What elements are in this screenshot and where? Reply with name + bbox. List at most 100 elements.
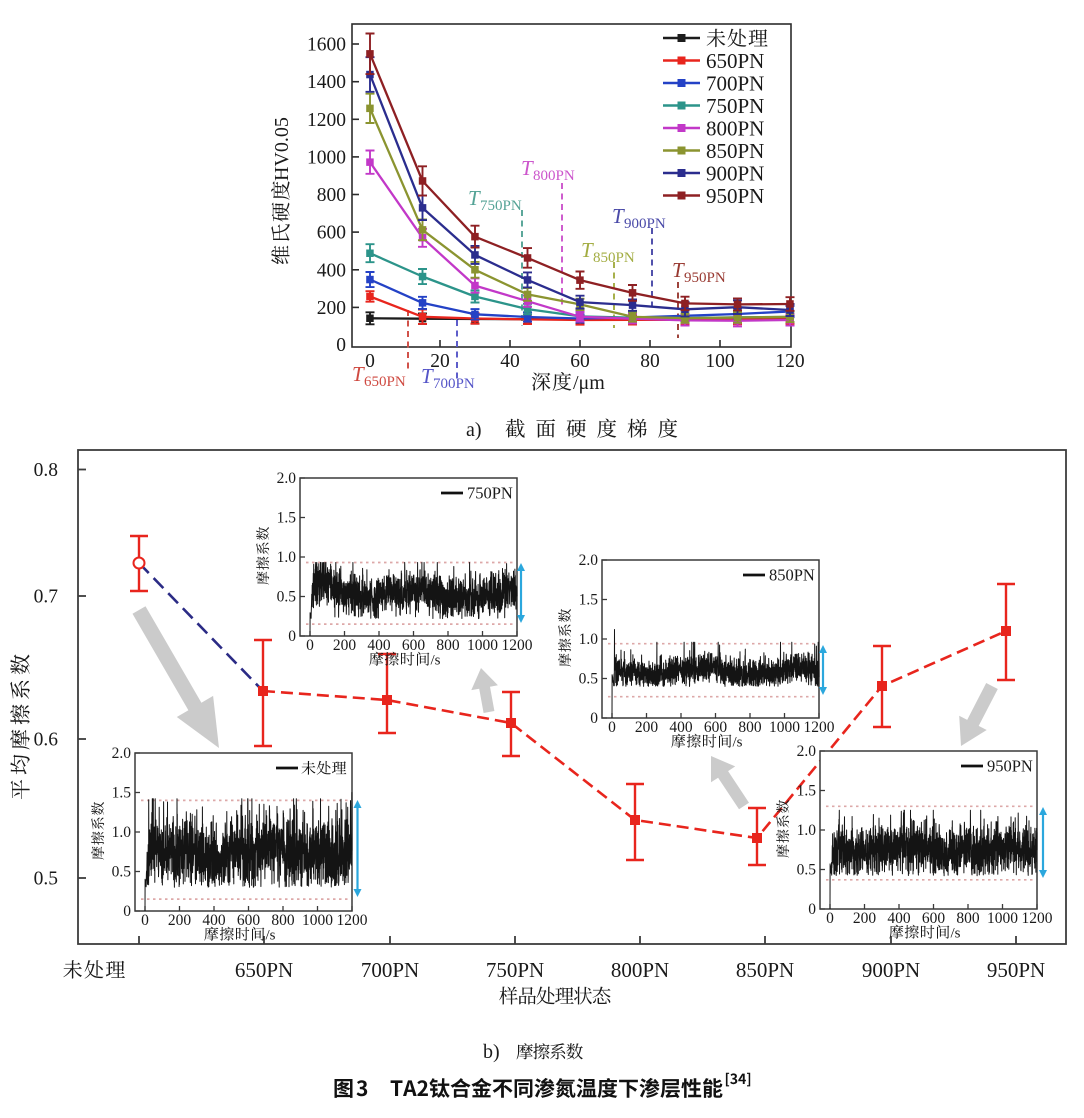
svg-text:T: T	[672, 258, 685, 282]
svg-text:1.0: 1.0	[797, 822, 817, 839]
svg-text:HV0.05: HV0.05	[271, 117, 293, 181]
svg-text:0: 0	[288, 628, 296, 645]
svg-text:700PN: 700PN	[433, 376, 475, 392]
svg-text:800: 800	[738, 719, 762, 736]
svg-text:T: T	[581, 238, 594, 262]
svg-text:0.5: 0.5	[797, 862, 817, 879]
svg-text:800PN: 800PN	[706, 117, 764, 141]
svg-text:600: 600	[704, 719, 728, 736]
svg-text:900PN: 900PN	[624, 216, 666, 232]
svg-text:1600: 1600	[307, 35, 346, 56]
svg-text:950PN: 950PN	[706, 184, 764, 208]
svg-text:0: 0	[141, 912, 149, 929]
svg-text:800: 800	[317, 185, 346, 206]
svg-text:800PN: 800PN	[611, 958, 669, 982]
svg-text:850PN: 850PN	[593, 250, 635, 266]
svg-text:0: 0	[808, 901, 816, 918]
svg-text:600: 600	[402, 637, 426, 654]
svg-text:1.0: 1.0	[277, 549, 297, 566]
svg-text:1000: 1000	[467, 637, 498, 654]
svg-text:750PN: 750PN	[486, 958, 544, 982]
svg-text:120: 120	[775, 351, 804, 372]
svg-text:800: 800	[436, 637, 460, 654]
svg-text:/s: /s	[431, 653, 441, 669]
svg-text:0.5: 0.5	[579, 671, 599, 688]
svg-text:200: 200	[317, 298, 346, 319]
svg-text:850PN: 850PN	[736, 958, 794, 982]
svg-text:80: 80	[640, 351, 660, 372]
svg-text:750PN: 750PN	[706, 94, 764, 118]
svg-text:1.0: 1.0	[579, 631, 599, 648]
svg-text:/s: /s	[266, 928, 276, 944]
svg-text:650PN: 650PN	[706, 49, 764, 73]
svg-text:100: 100	[705, 351, 734, 372]
svg-text:0.7: 0.7	[34, 587, 59, 608]
svg-text:0: 0	[608, 719, 616, 736]
svg-text:0.5: 0.5	[277, 589, 297, 606]
svg-text:650PN: 650PN	[235, 958, 293, 982]
svg-text:0: 0	[590, 710, 598, 727]
svg-text:1200: 1200	[1022, 910, 1053, 927]
svg-text:/s: /s	[733, 735, 743, 751]
svg-text:200: 200	[635, 719, 659, 736]
svg-text:800: 800	[271, 912, 295, 929]
svg-text:1200: 1200	[502, 637, 533, 654]
svg-text:T: T	[612, 204, 625, 228]
svg-text:1200: 1200	[337, 912, 368, 929]
svg-text:1200: 1200	[307, 110, 346, 131]
svg-text:1200: 1200	[804, 719, 835, 736]
svg-text:0: 0	[365, 351, 375, 372]
svg-text:400: 400	[202, 912, 226, 929]
svg-text:T: T	[468, 186, 481, 210]
svg-text:1000: 1000	[302, 912, 333, 929]
svg-text:950PN: 950PN	[987, 958, 1045, 982]
svg-text:1.5: 1.5	[797, 783, 817, 800]
svg-text:400: 400	[669, 719, 693, 736]
svg-text:60: 60	[570, 351, 590, 372]
svg-text:1.5: 1.5	[579, 592, 599, 609]
svg-text:200: 200	[333, 637, 357, 654]
svg-text:0: 0	[336, 335, 346, 356]
svg-text:800PN: 800PN	[533, 168, 575, 184]
svg-text:600: 600	[317, 223, 346, 244]
svg-text:T: T	[421, 364, 434, 388]
svg-text:0.5: 0.5	[112, 864, 132, 881]
svg-text:600: 600	[922, 910, 946, 927]
svg-text:a): a)	[466, 419, 482, 441]
svg-text:2.0: 2.0	[112, 745, 132, 762]
svg-text:20: 20	[430, 351, 450, 372]
svg-text:200: 200	[168, 912, 192, 929]
svg-text:950PN: 950PN	[987, 757, 1033, 776]
svg-text:750PN: 750PN	[480, 198, 522, 214]
svg-text:950PN: 950PN	[684, 270, 726, 286]
svg-text:/μm: /μm	[573, 372, 605, 394]
svg-text:850PN: 850PN	[706, 139, 764, 163]
svg-text:40: 40	[500, 351, 520, 372]
svg-text:0: 0	[123, 903, 131, 920]
svg-text:750PN: 750PN	[467, 484, 513, 503]
svg-text:0: 0	[826, 910, 834, 927]
svg-text:200: 200	[853, 910, 877, 927]
svg-text:400: 400	[887, 910, 911, 927]
svg-text:400: 400	[317, 260, 346, 281]
svg-text:1.0: 1.0	[112, 824, 132, 841]
svg-text:2.0: 2.0	[797, 743, 817, 760]
svg-text:/s: /s	[951, 926, 961, 942]
svg-text:T: T	[521, 156, 534, 180]
svg-text:0.8: 0.8	[34, 460, 58, 481]
svg-text:700PN: 700PN	[361, 958, 419, 982]
svg-text:T: T	[352, 362, 365, 386]
svg-text:400: 400	[367, 637, 391, 654]
svg-text:900PN: 900PN	[706, 162, 764, 186]
svg-text:0.6: 0.6	[34, 730, 59, 751]
svg-text:1.5: 1.5	[112, 785, 132, 802]
svg-text:850PN: 850PN	[769, 566, 815, 585]
svg-text:2.0: 2.0	[579, 552, 599, 569]
svg-text:b): b)	[483, 1041, 500, 1063]
svg-text:1400: 1400	[307, 72, 346, 93]
svg-text:1000: 1000	[769, 719, 800, 736]
svg-text:0: 0	[306, 637, 314, 654]
svg-text:2.0: 2.0	[277, 470, 297, 487]
svg-text:650PN: 650PN	[364, 374, 406, 390]
svg-text:700PN: 700PN	[706, 72, 764, 96]
